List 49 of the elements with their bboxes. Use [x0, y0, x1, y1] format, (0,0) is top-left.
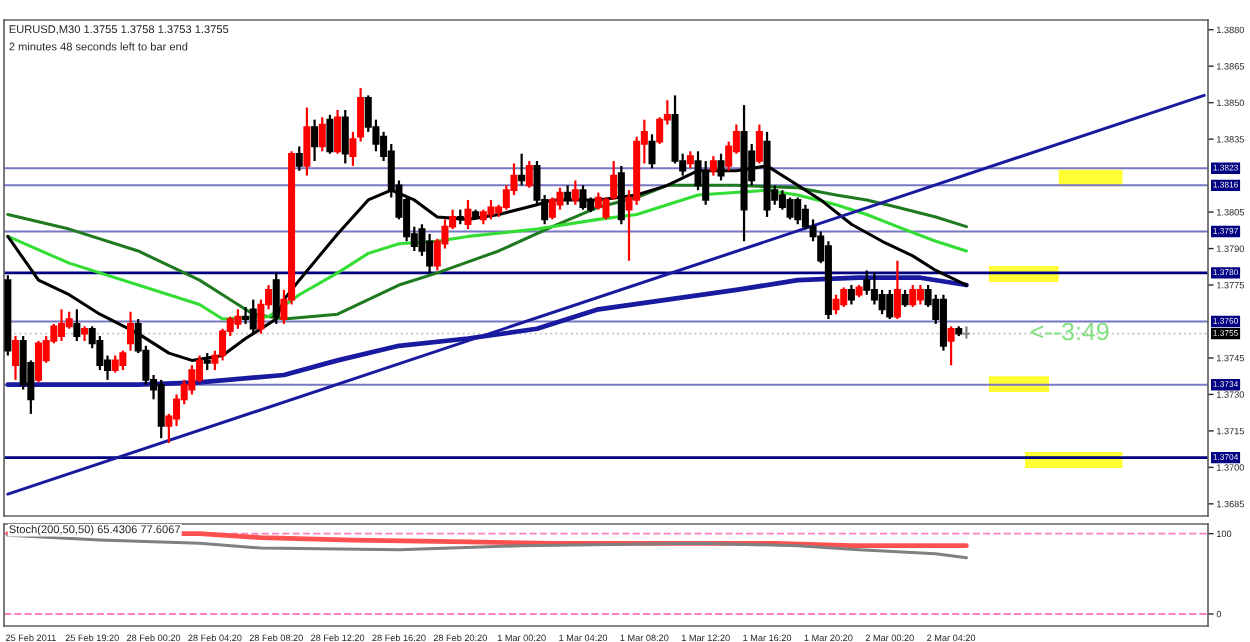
- candlestick: [311, 118, 319, 163]
- candlestick: [840, 286, 848, 309]
- candlestick: [709, 155, 717, 177]
- candlestick: [318, 116, 326, 153]
- candlestick: [303, 106, 311, 177]
- candlestick: [341, 108, 349, 165]
- candlestick: [832, 293, 840, 316]
- candlestick: [73, 308, 81, 343]
- candlestick: [909, 283, 917, 309]
- candlestick: [755, 123, 763, 165]
- candlestick: [564, 184, 572, 206]
- candlestick: [571, 179, 579, 206]
- candlestick: [426, 232, 434, 274]
- candlestick: [886, 288, 894, 321]
- candlestick: [249, 298, 257, 335]
- candlestick: [326, 113, 334, 155]
- candlestick: [648, 133, 656, 170]
- candlestick: [464, 198, 472, 231]
- candlestick: [847, 283, 855, 306]
- candlestick: [893, 259, 901, 321]
- candlestick: [334, 108, 342, 155]
- candlestick: [556, 186, 564, 211]
- candlestick: [778, 189, 786, 211]
- candlestick: [870, 271, 878, 306]
- candlestick: [96, 334, 104, 372]
- candlestick: [916, 283, 924, 306]
- annotation: <--3:49: [1031, 322, 1109, 341]
- candlestick: [272, 271, 280, 326]
- candlestick: [127, 310, 135, 352]
- candlestick: [234, 308, 242, 330]
- candlestick: [157, 378, 165, 440]
- candlestick: [947, 325, 955, 367]
- candlestick: [57, 308, 66, 343]
- candlestick: [11, 334, 20, 381]
- candlestick: [579, 184, 587, 211]
- candlestick: [119, 349, 127, 372]
- candlestick: [242, 305, 250, 326]
- candlestick: [525, 159, 533, 189]
- candlestick: [786, 196, 794, 221]
- candlestick: [34, 339, 43, 384]
- candlestick: [794, 196, 802, 226]
- line-series: [6, 533, 968, 560]
- candlestick: [548, 196, 556, 221]
- candlestick: [518, 152, 526, 187]
- candlestick: [487, 198, 495, 221]
- candlestick: [295, 145, 303, 172]
- candlestick: [939, 293, 947, 352]
- candlestick: [188, 364, 196, 396]
- candlestick: [863, 269, 871, 296]
